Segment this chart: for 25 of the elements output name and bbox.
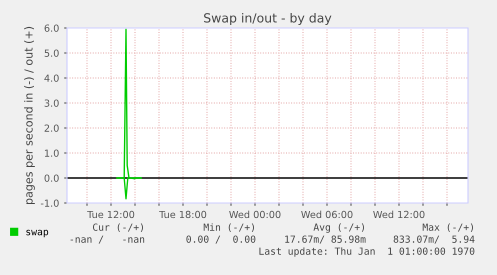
x-tick-label: Wed 00:00 — [229, 210, 281, 218]
text: Avg (-/+) — [314, 223, 364, 233]
y-tick-label: 1.0 — [44, 149, 59, 157]
text: Last update: Thu Jan 1 01:00:00 1970 — [259, 247, 474, 257]
text: 17.67m/ 85.98m — [285, 235, 366, 244]
y-tick-label: 3.0 — [44, 99, 59, 107]
text: 833.07m/ 5.94 — [394, 235, 475, 244]
x-tick-label: Wed 06:00 — [301, 210, 353, 218]
y-tick-label: -1.0 — [40, 199, 59, 207]
y-tick-label: 0.0 — [44, 174, 59, 182]
y-tick-label: 6.0 — [44, 24, 59, 32]
y-tick-label: 5.0 — [44, 49, 59, 57]
y-tick-label: 2.0 — [44, 124, 59, 132]
x-tick-label: Tue 18:00 — [159, 210, 206, 218]
y-tick-label: 4.0 — [44, 74, 59, 82]
legend-label: swap — [26, 230, 48, 238]
text: Cur (-/+) — [92, 223, 143, 232]
text: 0.00 / 0.00 — [186, 235, 256, 244]
text: Min (-/+) — [204, 223, 254, 232]
x-tick-label: Wed 12:00 — [373, 210, 425, 218]
y-axis-title: pages per second in (-) / out (+) — [24, 26, 35, 204]
x-tick-label: Tue 12:00 — [87, 210, 134, 218]
text: -nan / -nan — [70, 236, 144, 244]
text: Max (-/+) — [422, 223, 473, 232]
chart-title: Swap in/out - by day — [204, 12, 332, 26]
